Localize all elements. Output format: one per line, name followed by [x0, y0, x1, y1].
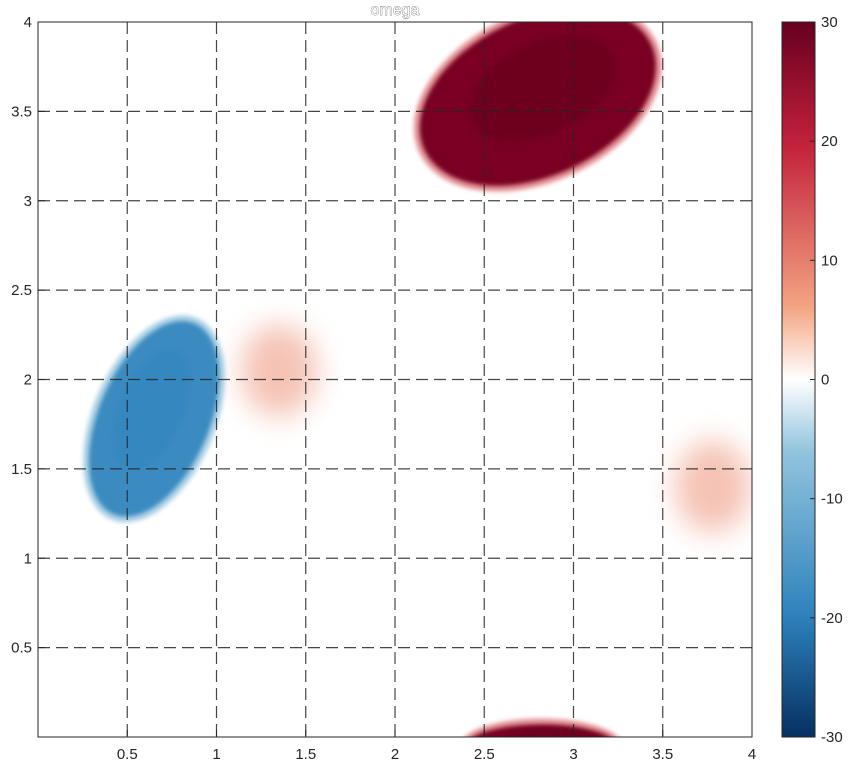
- vortex-0: [413, 22, 662, 192]
- vorticity-field: [83, 22, 751, 737]
- y-tick-label: 4: [24, 14, 32, 31]
- plot-area: 0.5 1 1.5 2 2.5 3 3.5 4 0.5 1 1.5 2 2.5 3 3.5 4: [11, 14, 756, 763]
- vortex-1: [83, 315, 225, 523]
- y-tick-label: 1.5: [11, 461, 32, 478]
- x-tick-label: 0.5: [117, 746, 138, 763]
- colorbar-ticks: -30 -20 -10 0 10 20 30: [810, 14, 843, 746]
- x-tick-label: 1: [212, 746, 220, 763]
- x-tick-label: 3.5: [652, 746, 673, 763]
- chart-title: omega: [371, 2, 420, 19]
- weak-vortex-0: [240, 324, 317, 417]
- grid-lines: [38, 22, 752, 737]
- y-tick-label: 2.5: [11, 282, 32, 299]
- colorbar: -30 -20 -10 0 10 20 30: [781, 14, 843, 746]
- colorbar-tick-label: -10: [821, 491, 843, 508]
- colorbar-tick-label: 0: [821, 372, 829, 389]
- colorbar-tick-label: -30: [821, 729, 843, 746]
- vortex-2: [464, 718, 618, 737]
- x-tick-label: 1.5: [295, 746, 316, 763]
- x-tick-label: 2.5: [474, 746, 495, 763]
- colorbar-tick-label: 10: [821, 252, 838, 269]
- colorbar-tick-label: 30: [821, 14, 838, 31]
- x-axis: 0.5 1 1.5 2 2.5 3 3.5 4: [117, 730, 756, 763]
- colorbar-scale: [782, 22, 815, 737]
- x-tick-label: 2: [391, 746, 399, 763]
- y-tick-label: 2: [24, 372, 32, 389]
- colorbar-tick-label: -20: [821, 610, 843, 627]
- weak-vortex-1: [674, 440, 751, 533]
- y-axis: 0.5 1 1.5 2 2.5 3 3.5 4: [11, 14, 45, 657]
- x-tick-label: 4: [748, 746, 756, 763]
- x-tick-label: 3: [569, 746, 577, 763]
- y-tick-label: 0.5: [11, 640, 32, 657]
- y-tick-label: 1: [24, 550, 32, 567]
- y-tick-label: 3.5: [11, 103, 32, 120]
- colorbar-tick-label: 20: [821, 133, 838, 150]
- y-tick-label: 3: [24, 193, 32, 210]
